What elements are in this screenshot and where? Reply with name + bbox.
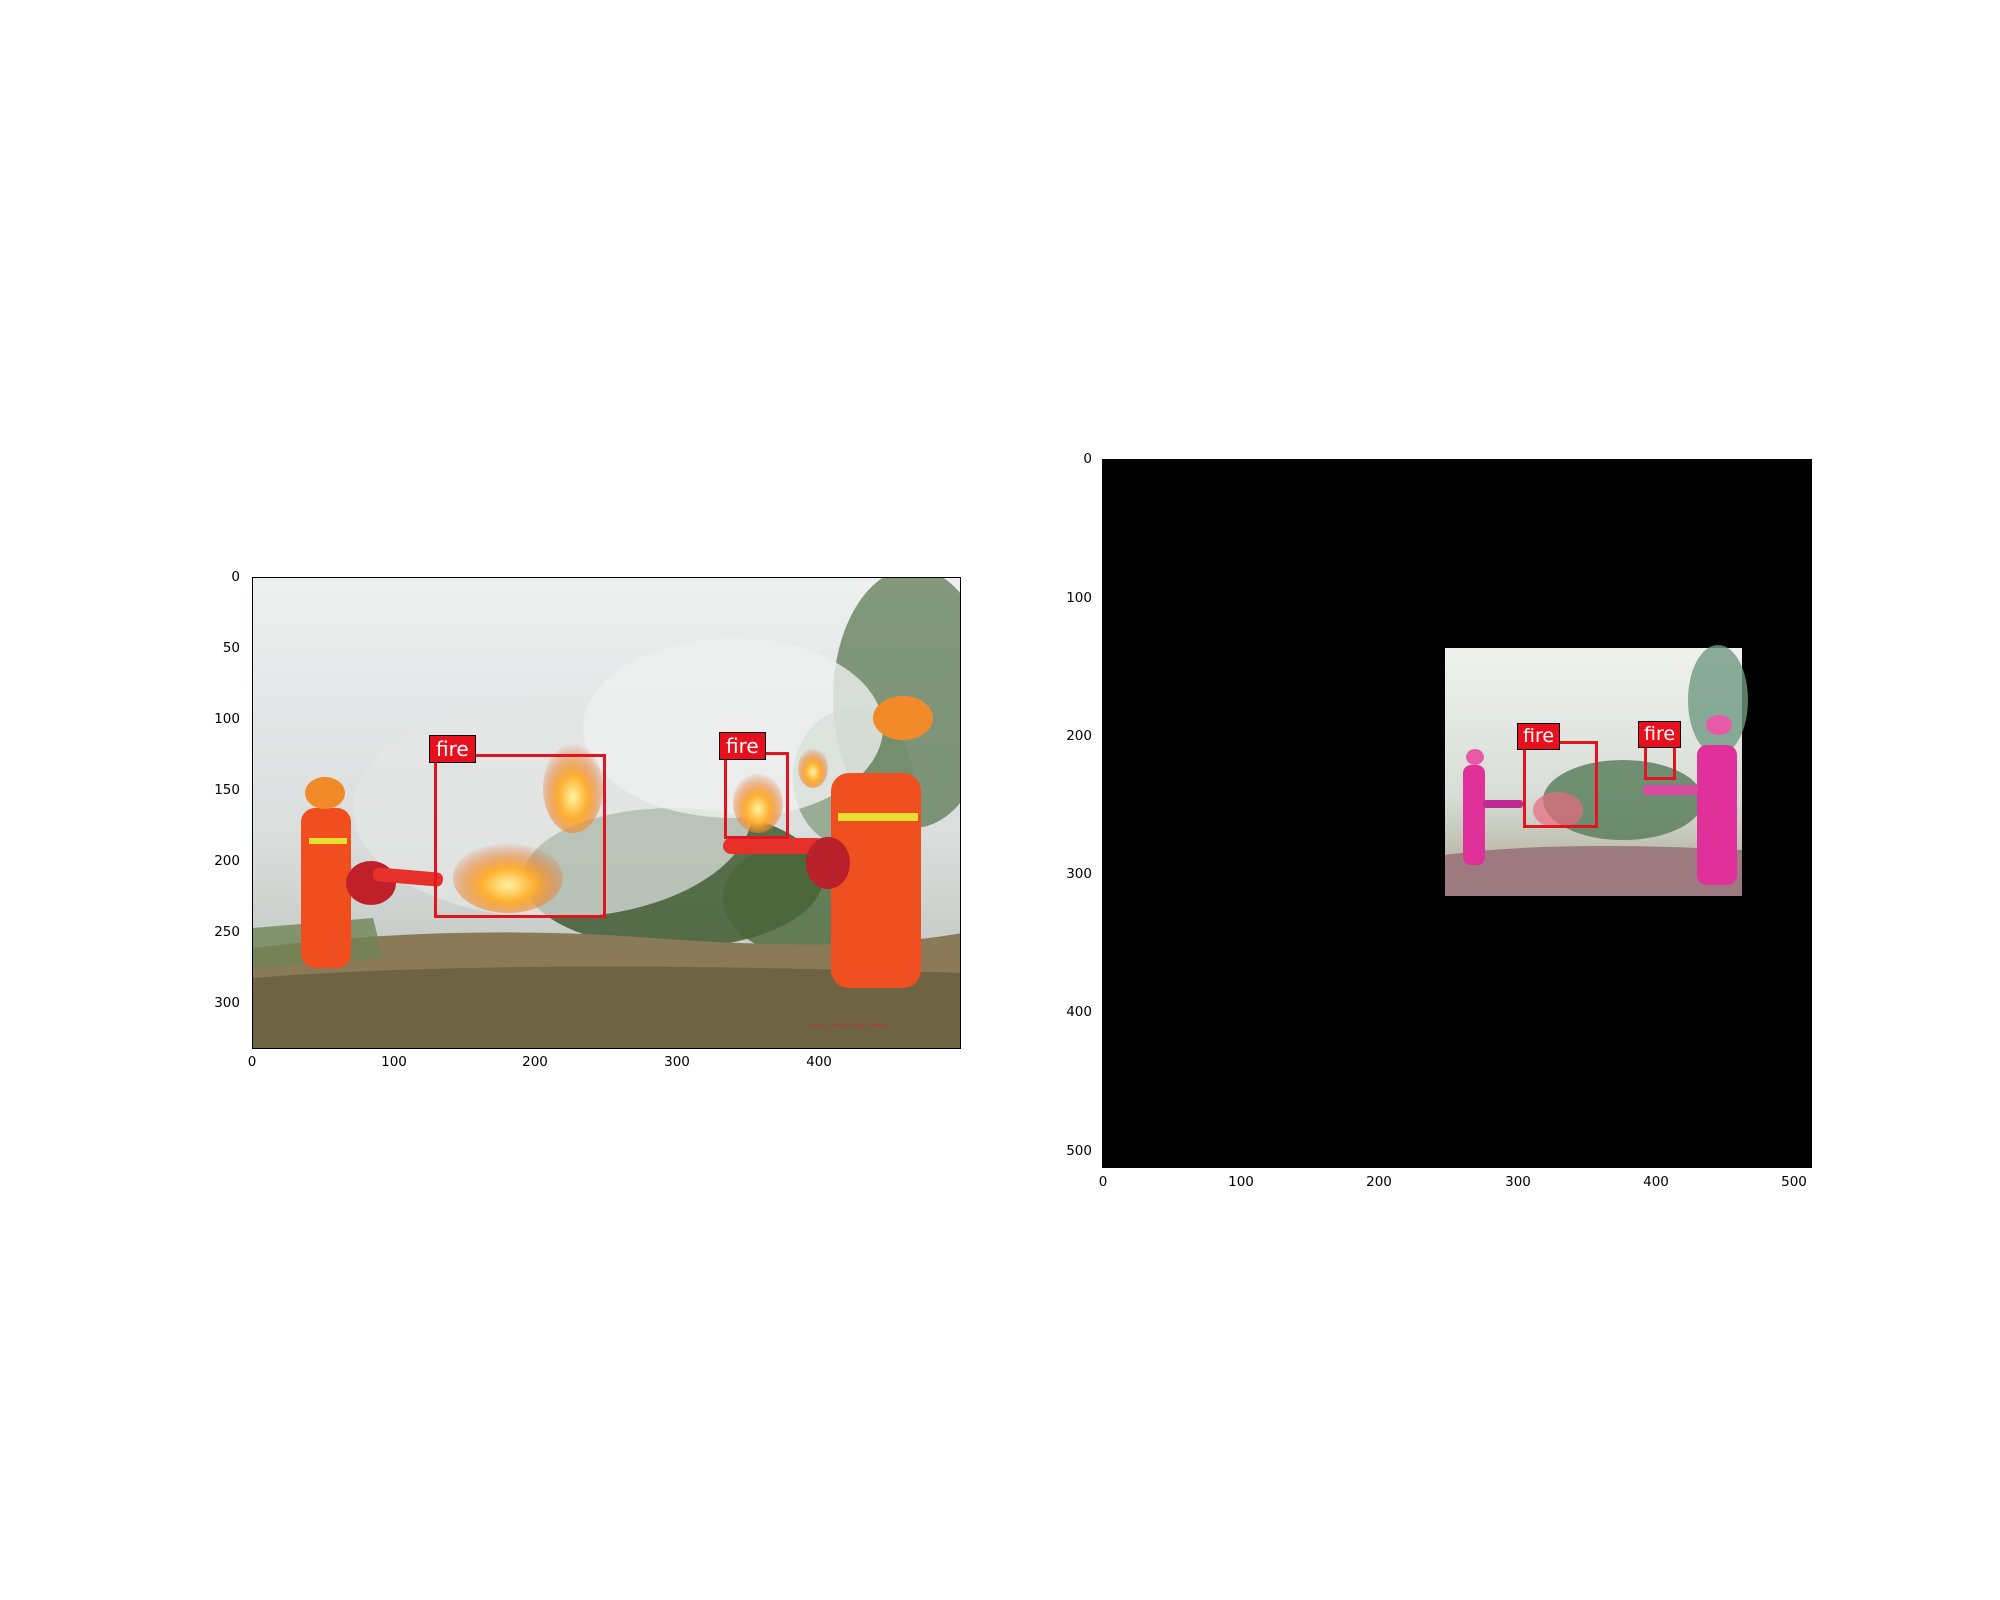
x-tick-label: 300	[664, 1054, 690, 1070]
fire-label-1: fire	[429, 735, 476, 763]
y-tick-label: 0	[1083, 451, 1092, 467]
y-tick-label: 50	[222, 640, 240, 656]
y-tick-label: 100	[1066, 590, 1092, 606]
x-tick-label: 400	[1643, 1174, 1669, 1190]
fire-box-1	[1523, 741, 1598, 828]
fire-label-1: fire	[1517, 723, 1561, 750]
x-tick-label: 100	[381, 1054, 407, 1070]
y-tick-label: 300	[1066, 866, 1092, 882]
y-tick-label: 200	[214, 853, 240, 869]
y-tick-label: 250	[214, 924, 240, 940]
x-tick-label: 0	[1098, 1174, 1108, 1190]
x-tick-label: 200	[522, 1054, 548, 1070]
right-photo: fire fire	[1102, 459, 1812, 1168]
y-tick-label: 100	[214, 711, 240, 727]
y-tick-label: 400	[1066, 1004, 1092, 1020]
y-tick-label: 0	[231, 569, 240, 585]
wildfire-scene: ~~~~	[253, 578, 960, 1048]
fire-label-2: fire	[719, 732, 766, 760]
y-tick-label: 500	[1066, 1143, 1092, 1159]
transformed-scene	[1445, 645, 1748, 896]
x-tick-label: 200	[1366, 1174, 1392, 1190]
y-tick-label: 200	[1066, 728, 1092, 744]
x-tick-label: 300	[1505, 1174, 1531, 1190]
x-tick-label: 100	[1228, 1174, 1254, 1190]
y-tick-label: 150	[214, 782, 240, 798]
left-photo: ~~~~ fire fire	[252, 577, 961, 1049]
x-tick-label: 500	[1781, 1174, 1807, 1190]
y-tick-label: 300	[214, 995, 240, 1011]
fire-label-2: fire	[1638, 721, 1682, 748]
x-tick-label: 0	[247, 1054, 257, 1070]
x-tick-label: 400	[806, 1054, 832, 1070]
fire-box-2	[724, 752, 789, 839]
svg-text:~~~~: ~~~~	[808, 1011, 888, 1039]
fire-box-1	[434, 754, 606, 918]
